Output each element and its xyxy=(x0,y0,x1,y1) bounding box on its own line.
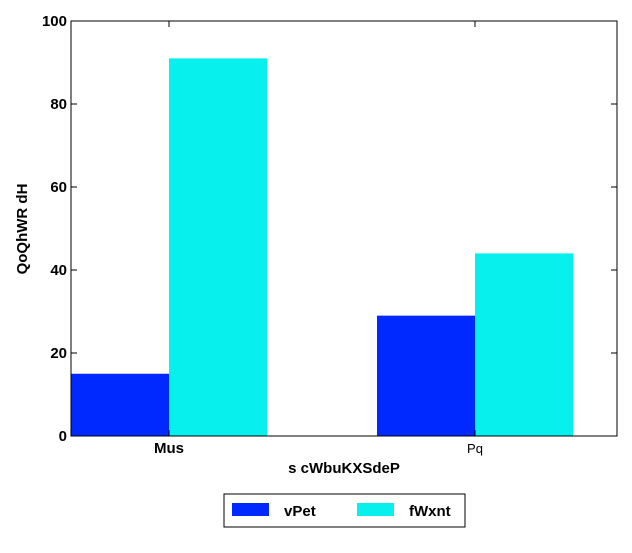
legend-label-fwxnt: fWxnt xyxy=(409,503,451,520)
y-tick-label-60: 60 xyxy=(50,179,67,196)
bars-group xyxy=(71,58,573,436)
legend: vPet fWxnt xyxy=(223,493,466,528)
y-tick-label-80: 80 xyxy=(50,96,67,113)
y-axis-title: QoQhWR dH xyxy=(14,184,31,275)
y-tick-label-20: 20 xyxy=(50,345,67,362)
bar-vpet-mus xyxy=(71,373,169,436)
x-tick-label-mus: Mus xyxy=(154,440,184,457)
x-tick-label-pq: Pq xyxy=(467,441,483,456)
y-tick-label-40: 40 xyxy=(50,262,67,279)
bar-vpet-pq xyxy=(377,315,475,436)
bar-fwxnt-mus xyxy=(169,58,267,436)
legend-swatch-vpet xyxy=(232,503,269,516)
y-tick-label-100: 100 xyxy=(42,13,67,30)
legend-swatch-fwxnt xyxy=(357,503,394,516)
ticks-group: 0 20 40 60 80 100 Mus Pq xyxy=(42,13,617,457)
x-axis-title: s cWbuKXSdeP xyxy=(288,460,400,477)
y-tick-label-0: 0 xyxy=(59,428,67,445)
bar-fwxnt-pq xyxy=(475,253,573,436)
plot-frame xyxy=(70,20,618,437)
legend-label-vpet: vPet xyxy=(284,503,316,520)
